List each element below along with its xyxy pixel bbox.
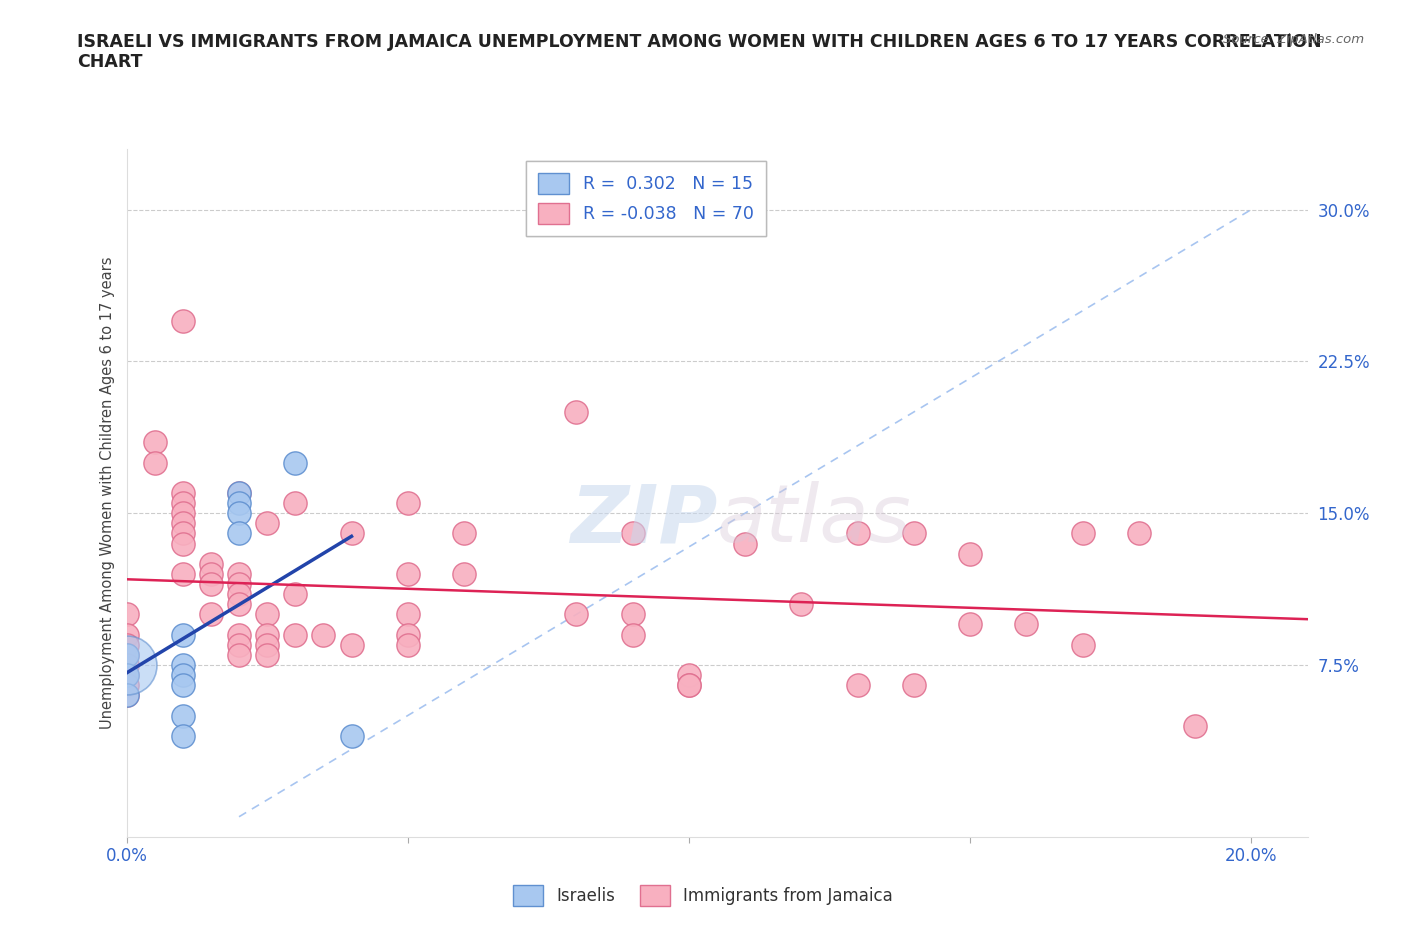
Point <box>172 627 194 642</box>
Point <box>284 496 307 511</box>
Point <box>228 597 250 612</box>
Point <box>284 587 307 602</box>
Point <box>115 688 138 703</box>
Point <box>228 496 250 511</box>
Point <box>200 607 222 622</box>
Point <box>790 597 813 612</box>
Point <box>256 627 278 642</box>
Point <box>621 627 644 642</box>
Point <box>200 566 222 581</box>
Y-axis label: Unemployment Among Women with Children Ages 6 to 17 years: Unemployment Among Women with Children A… <box>100 257 115 729</box>
Point <box>228 637 250 652</box>
Point <box>172 668 194 683</box>
Point <box>340 637 363 652</box>
Point <box>846 678 869 693</box>
Point <box>256 637 278 652</box>
Point <box>228 485 250 500</box>
Point <box>256 516 278 531</box>
Point <box>340 526 363 541</box>
Point <box>172 496 194 511</box>
Point <box>396 496 419 511</box>
Point <box>115 668 138 683</box>
Point <box>846 526 869 541</box>
Point <box>115 658 138 672</box>
Point <box>228 526 250 541</box>
Point <box>228 577 250 591</box>
Point <box>284 455 307 470</box>
Legend: R =  0.302   N = 15, R = -0.038   N = 70: R = 0.302 N = 15, R = -0.038 N = 70 <box>526 161 766 236</box>
Text: Source: ZipAtlas.com: Source: ZipAtlas.com <box>1223 33 1364 46</box>
Text: ZIP: ZIP <box>569 482 717 560</box>
Point <box>172 658 194 672</box>
Point <box>143 455 166 470</box>
Point <box>172 566 194 581</box>
Point <box>228 485 250 500</box>
Point <box>172 678 194 693</box>
Point <box>172 526 194 541</box>
Point <box>228 647 250 662</box>
Text: atlas: atlas <box>717 482 912 560</box>
Point <box>1071 526 1094 541</box>
Point <box>1184 718 1206 733</box>
Point <box>621 607 644 622</box>
Text: ISRAELI VS IMMIGRANTS FROM JAMAICA UNEMPLOYMENT AMONG WOMEN WITH CHILDREN AGES 6: ISRAELI VS IMMIGRANTS FROM JAMAICA UNEMP… <box>77 33 1322 72</box>
Point <box>678 678 700 693</box>
Point <box>453 566 475 581</box>
Point <box>396 607 419 622</box>
Point <box>115 688 138 703</box>
Point <box>396 637 419 652</box>
Point <box>1071 637 1094 652</box>
Point <box>903 678 925 693</box>
Point <box>172 313 194 328</box>
Point <box>621 526 644 541</box>
Point <box>115 668 138 683</box>
Point <box>200 556 222 571</box>
Point <box>115 607 138 622</box>
Point <box>256 607 278 622</box>
Point <box>172 485 194 500</box>
Point <box>565 607 588 622</box>
Point <box>959 617 981 631</box>
Point <box>228 566 250 581</box>
Point <box>228 627 250 642</box>
Point <box>228 506 250 521</box>
Point <box>115 637 138 652</box>
Point <box>396 566 419 581</box>
Point <box>172 506 194 521</box>
Point <box>256 647 278 662</box>
Point <box>115 647 138 662</box>
Point <box>1128 526 1150 541</box>
Point <box>115 647 138 662</box>
Point <box>678 668 700 683</box>
Point <box>143 435 166 450</box>
Point <box>172 708 194 723</box>
Point <box>734 536 756 551</box>
Point <box>453 526 475 541</box>
Point <box>903 526 925 541</box>
Point <box>959 546 981 561</box>
Point <box>1015 617 1038 631</box>
Point <box>172 536 194 551</box>
Point <box>172 516 194 531</box>
Point <box>172 728 194 743</box>
Point <box>565 405 588 419</box>
Point <box>115 627 138 642</box>
Point <box>312 627 335 642</box>
Legend: Israelis, Immigrants from Jamaica: Israelis, Immigrants from Jamaica <box>506 879 900 912</box>
Point <box>678 678 700 693</box>
Point <box>228 587 250 602</box>
Point <box>396 627 419 642</box>
Point <box>200 577 222 591</box>
Point <box>340 728 363 743</box>
Point <box>115 678 138 693</box>
Point <box>284 627 307 642</box>
Point <box>115 658 138 672</box>
